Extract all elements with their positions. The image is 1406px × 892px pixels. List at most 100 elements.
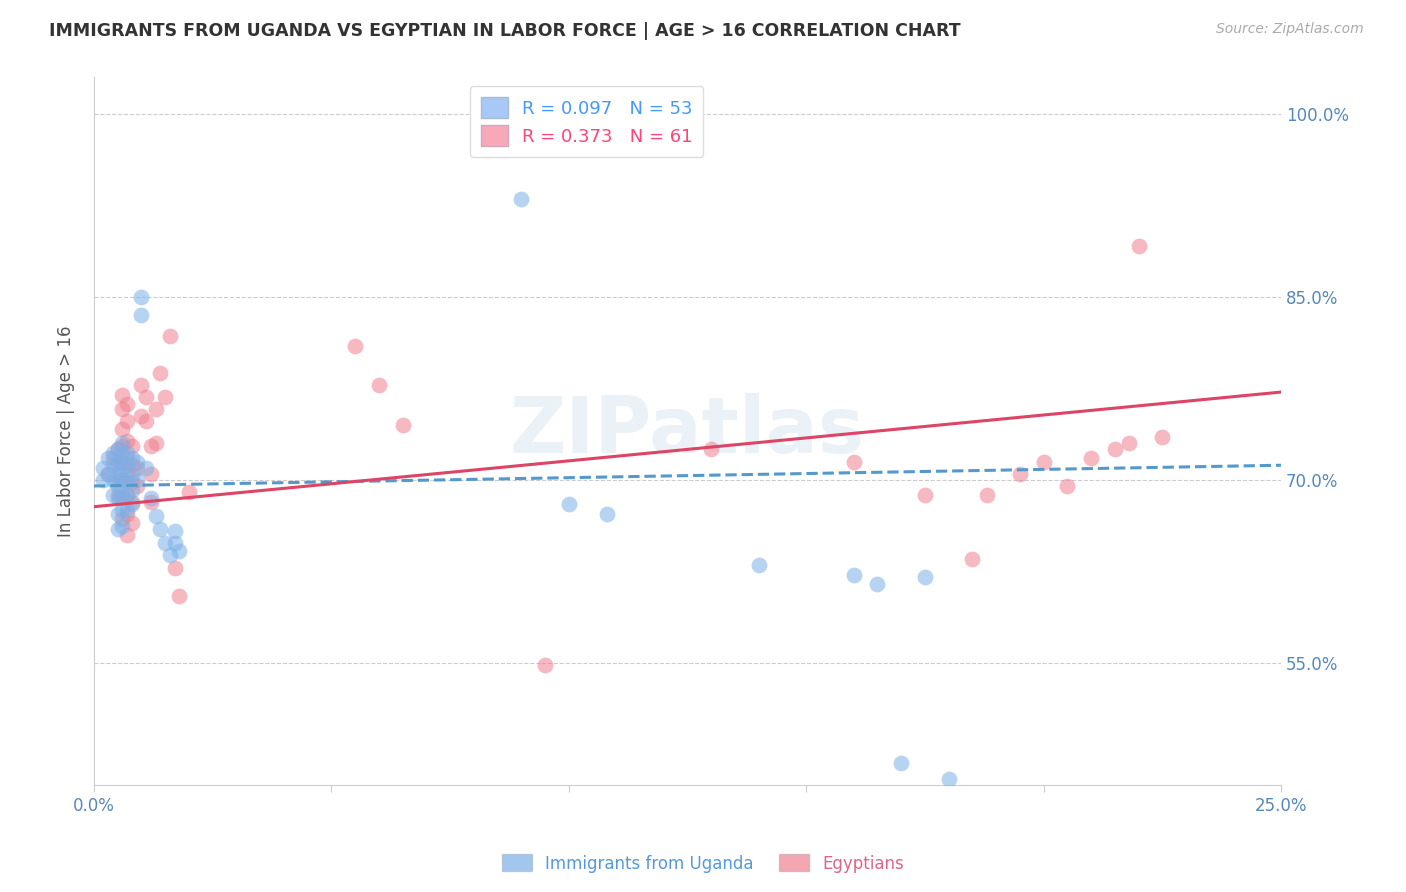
Point	[131, 290, 153, 304]
Point	[125, 473, 148, 487]
Point	[169, 543, 191, 558]
Point	[145, 402, 167, 417]
Point	[139, 439, 162, 453]
Legend: Immigrants from Uganda, Egyptians: Immigrants from Uganda, Egyptians	[495, 847, 911, 880]
Point	[510, 193, 533, 207]
Point	[914, 487, 936, 501]
Point	[135, 414, 157, 428]
Point	[135, 460, 157, 475]
Point	[842, 568, 865, 582]
Point	[163, 560, 186, 574]
Point	[1008, 467, 1031, 481]
Legend: R = 0.097   N = 53, R = 0.373   N = 61: R = 0.097 N = 53, R = 0.373 N = 61	[470, 87, 703, 157]
Point	[93, 473, 115, 487]
Point	[159, 549, 181, 563]
Point	[111, 454, 134, 468]
Point	[115, 487, 138, 501]
Point	[534, 658, 557, 673]
Point	[367, 377, 389, 392]
Point	[107, 522, 129, 536]
Point	[131, 377, 153, 392]
Point	[121, 495, 143, 509]
Point	[139, 495, 162, 509]
Point	[145, 436, 167, 450]
Point	[115, 487, 138, 501]
Point	[115, 458, 138, 473]
Point	[596, 507, 619, 521]
Point	[97, 467, 120, 481]
Point	[97, 467, 120, 481]
Point	[115, 397, 138, 411]
Point	[1080, 450, 1102, 465]
Point	[139, 491, 162, 505]
Point	[121, 497, 143, 511]
Point	[107, 442, 129, 457]
Point	[115, 446, 138, 460]
Point	[177, 485, 200, 500]
Point	[107, 467, 129, 481]
Point	[107, 442, 129, 457]
Point	[1128, 238, 1150, 252]
Point	[976, 487, 998, 501]
Point	[115, 467, 138, 481]
Point	[149, 522, 172, 536]
Text: Source: ZipAtlas.com: Source: ZipAtlas.com	[1216, 22, 1364, 37]
Point	[344, 339, 367, 353]
Point	[101, 458, 124, 473]
Point	[111, 449, 134, 463]
Point	[115, 434, 138, 448]
Point	[107, 454, 129, 468]
Point	[145, 509, 167, 524]
Point	[115, 450, 138, 465]
Point	[938, 772, 960, 786]
Point	[700, 442, 723, 457]
Point	[111, 387, 134, 401]
Point	[101, 450, 124, 465]
Point	[111, 460, 134, 475]
Point	[125, 454, 148, 468]
Point	[121, 483, 143, 497]
Point	[97, 450, 120, 465]
Point	[1032, 454, 1054, 468]
Point	[866, 576, 889, 591]
Point	[107, 458, 129, 473]
Point	[107, 479, 129, 493]
Point	[121, 516, 143, 530]
Point	[111, 519, 134, 533]
Point	[121, 467, 143, 481]
Point	[890, 756, 912, 770]
Point	[111, 503, 134, 517]
Point	[115, 473, 138, 487]
Point	[111, 473, 134, 487]
Point	[107, 487, 129, 501]
Point	[107, 507, 129, 521]
Y-axis label: In Labor Force | Age > 16: In Labor Force | Age > 16	[58, 326, 75, 537]
Point	[111, 473, 134, 487]
Point	[153, 536, 176, 550]
Point	[842, 454, 865, 468]
Point	[391, 417, 413, 432]
Point	[1056, 479, 1078, 493]
Point	[101, 446, 124, 460]
Point	[115, 528, 138, 542]
Point	[139, 467, 162, 481]
Point	[153, 390, 176, 404]
Point	[131, 409, 153, 424]
Point	[111, 422, 134, 436]
Point	[111, 439, 134, 453]
Point	[159, 329, 181, 343]
Point	[748, 558, 770, 573]
Point	[101, 487, 124, 501]
Point	[558, 497, 581, 511]
Point	[111, 512, 134, 526]
Point	[115, 503, 138, 517]
Text: ZIPatlas: ZIPatlas	[510, 393, 865, 469]
Point	[115, 414, 138, 428]
Point	[121, 439, 143, 453]
Point	[93, 460, 115, 475]
Point	[914, 570, 936, 584]
Point	[125, 460, 148, 475]
Point	[111, 436, 134, 450]
Point	[111, 402, 134, 417]
Point	[163, 536, 186, 550]
